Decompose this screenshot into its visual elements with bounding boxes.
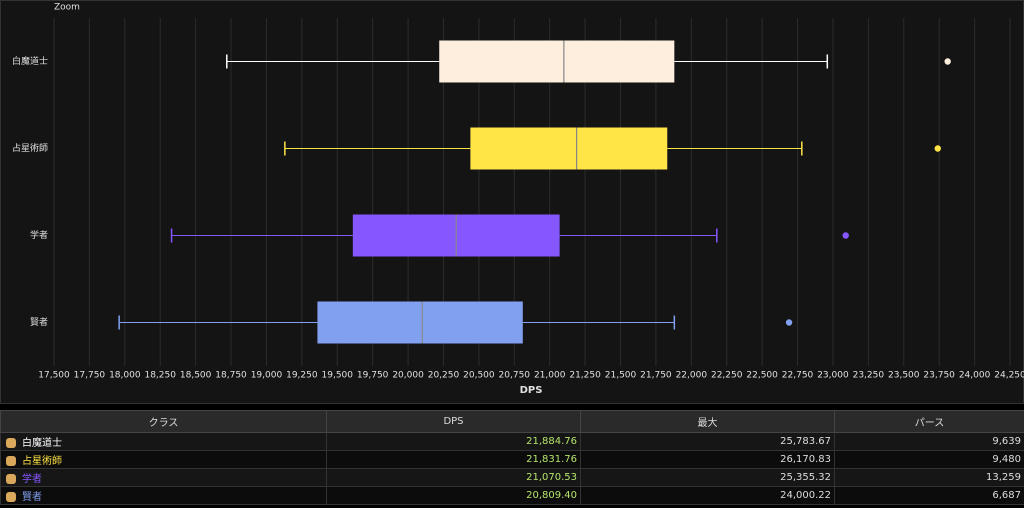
- class-icon: [6, 438, 16, 448]
- max-cell: 25,355.32: [580, 468, 835, 487]
- header-cell: DPS: [326, 410, 581, 433]
- x-tick-label: 20,500: [463, 371, 495, 381]
- x-tick-label: 22,250: [711, 371, 743, 381]
- x-tick-label: 18,750: [215, 371, 247, 381]
- cell-text: 24,000.22: [780, 490, 831, 501]
- cell-text: 13,259: [986, 472, 1021, 483]
- box: [470, 127, 668, 170]
- x-tick-label: 18,500: [180, 371, 212, 381]
- outlier: [934, 145, 941, 152]
- header-row: クラス DPS 最大 パース: [0, 410, 1024, 433]
- class-cell: 占星術師: [0, 450, 327, 469]
- x-tick-label: 19,250: [286, 371, 318, 381]
- x-tick-label: 20,000: [392, 371, 424, 381]
- cell-text: 白魔道士: [22, 438, 62, 449]
- dps-cell: 21,884.76: [326, 432, 581, 451]
- x-tick-label: 18,000: [109, 371, 141, 381]
- cell-text: 賢者: [22, 492, 42, 503]
- y-tick-label: 占星術師: [12, 142, 48, 154]
- table-row: 学者 21,070.53 25,355.32 13,259: [0, 468, 1024, 487]
- x-tick-label: 23,500: [888, 371, 920, 381]
- class-icon: [6, 492, 16, 502]
- max-cell: 24,000.22: [580, 486, 835, 505]
- chart: Zoom DPS 17,500 17,750 18,000 18,250 18,500 1…: [0, 0, 1024, 404]
- x-tick-label: 17,750: [74, 371, 106, 381]
- dps-cell: 21,070.53: [326, 468, 581, 487]
- x-tick-label: 19,500: [322, 371, 354, 381]
- parse-cell: 9,639: [834, 432, 1024, 451]
- cell-text: 25,783.67: [780, 436, 831, 447]
- x-axis-label: DPS: [520, 385, 543, 396]
- table-row: 白魔道士 21,884.76 25,783.67 9,639: [0, 432, 1024, 451]
- table-row: 占星術師 21,831.76 26,170.83 9,480: [0, 450, 1024, 469]
- parse-cell: 9,480: [834, 450, 1024, 469]
- cell-text: 9,639: [992, 436, 1021, 447]
- x-tick-label: 21,000: [534, 371, 566, 381]
- class-icon: [6, 456, 16, 466]
- x-tick-label: 23,000: [817, 371, 849, 381]
- zoom-label: Zoom: [54, 3, 80, 13]
- cell-text: 占星術師: [22, 456, 62, 467]
- cell-text: 25,355.32: [780, 472, 831, 483]
- x-tick-label: 18,250: [144, 371, 176, 381]
- x-tick-label: 22,750: [782, 371, 814, 381]
- x-tick-label: 22,000: [676, 371, 708, 381]
- x-tick-label: 19,750: [357, 371, 389, 381]
- x-tick-label: 21,250: [569, 371, 601, 381]
- x-tick-label: 23,250: [853, 371, 885, 381]
- cell-text: 学者: [22, 474, 42, 485]
- y-tick-label: 学者: [30, 229, 48, 241]
- x-tick-label: 20,250: [428, 371, 460, 381]
- cell-text: 6,687: [992, 490, 1021, 501]
- parse-cell: 13,259: [834, 468, 1024, 487]
- x-tick-label: 21,750: [640, 371, 672, 381]
- outlier: [944, 58, 951, 65]
- y-tick-label: 白魔道士: [12, 55, 48, 67]
- x-tick-label: 20,750: [499, 371, 531, 381]
- header-cell: パース: [834, 410, 1024, 433]
- x-tick-label: 24,250: [994, 371, 1024, 381]
- y-tick-label: 賢者: [30, 317, 48, 328]
- cell-text: 21,831.76: [526, 454, 577, 465]
- x-tick-label: 21,500: [605, 371, 637, 381]
- class-cell: 学者: [0, 468, 327, 487]
- class-cell: 賢者: [0, 486, 327, 505]
- cell-text: 21,884.76: [526, 436, 577, 447]
- parse-cell: 6,687: [834, 486, 1024, 505]
- box: [439, 40, 675, 83]
- cell-text: 20,809.40: [526, 490, 577, 501]
- cell-text: 21,070.53: [526, 472, 577, 483]
- dps-cell: 20,809.40: [326, 486, 581, 505]
- dps-cell: 21,831.76: [326, 450, 581, 469]
- x-tick-label: 24,000: [959, 371, 991, 381]
- x-tick-label: 17,500: [38, 371, 70, 381]
- cell-text: 26,170.83: [780, 454, 831, 465]
- header-cell: クラス: [0, 410, 327, 433]
- x-tick-label: 19,000: [251, 371, 283, 381]
- x-tick-label: 22,500: [746, 371, 778, 381]
- data-table: クラス DPS 最大 パース 白魔道士 21,884.76 25,783.67 9,6…: [0, 410, 1024, 505]
- outlier: [785, 319, 793, 326]
- class-icon: [6, 474, 16, 484]
- header-cell: 最大: [580, 410, 835, 433]
- class-cell: 白魔道士: [0, 432, 327, 451]
- table-row: 賢者 20,809.40 24,000.22 6,687: [0, 486, 1024, 505]
- x-tick-label: 23,750: [923, 371, 955, 381]
- box: [317, 301, 523, 344]
- outlier: [842, 232, 849, 239]
- cell-text: 9,480: [992, 454, 1021, 465]
- max-cell: 26,170.83: [580, 450, 835, 469]
- max-cell: 25,783.67: [580, 432, 835, 451]
